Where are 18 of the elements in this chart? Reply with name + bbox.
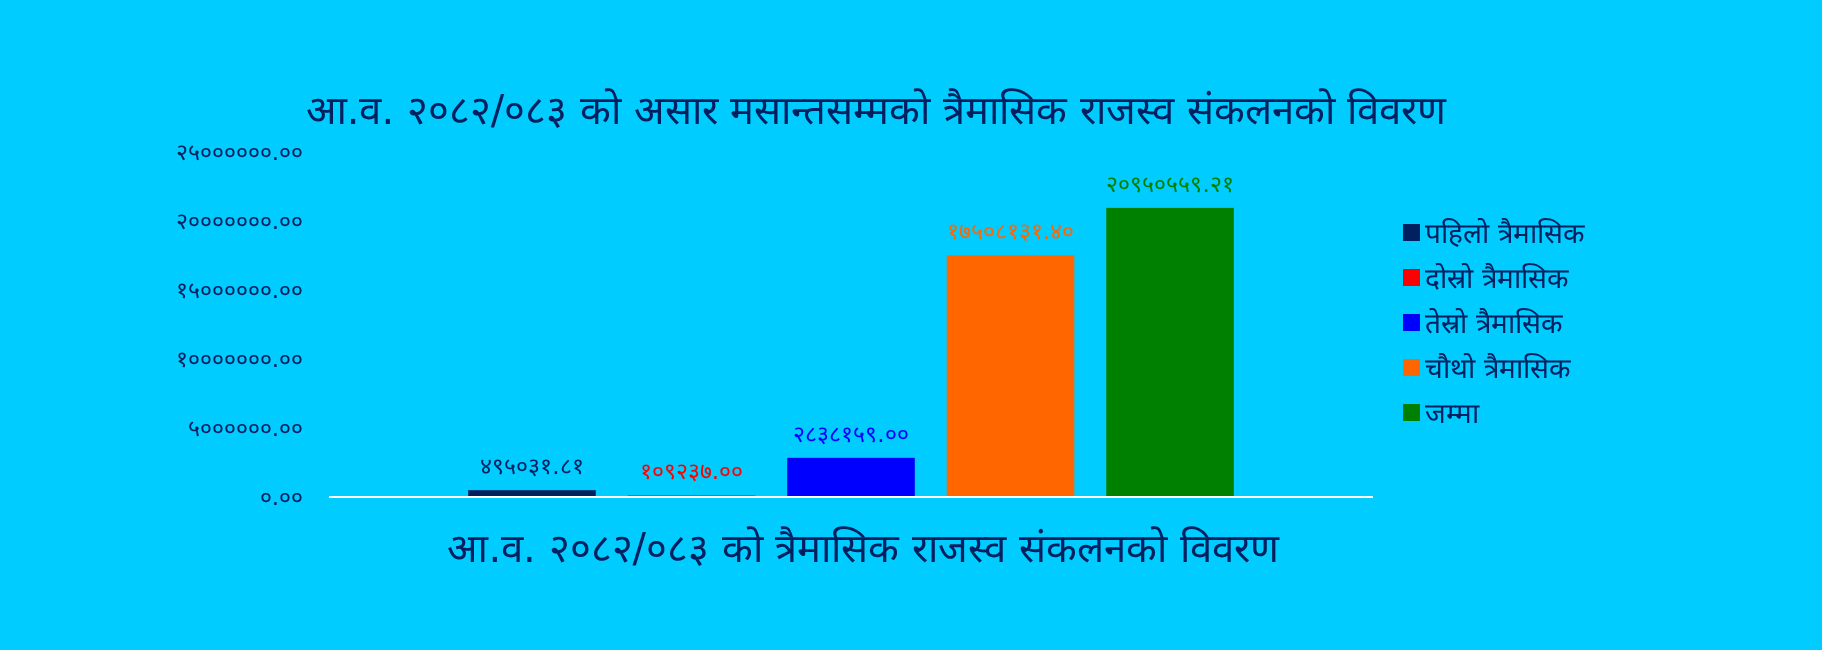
legend-label: जम्मा [1425,396,1480,430]
data-label: ४९५०३१.८१ [480,453,584,480]
y-tick-label: ५००००००.०० [187,415,303,441]
y-tick-label: १५००००००.०० [175,277,303,303]
legend-label: दोस्रो त्रैमासिक [1425,261,1569,295]
legend-label: पहिलो त्रैमासिक [1425,216,1585,250]
data-label: २०९५०५५९.२१ [1106,170,1234,197]
y-tick-label: ०.०० [259,484,303,510]
title: आ.व. २०८२/०८३ को असार मसान्तसम्मको त्रैमासिक राजस्व संकलनको विवरण [305,87,1447,133]
y-tick-label: २०००००००.०० [175,208,303,234]
data-label: २८३८१५९.०० [793,420,909,447]
legend-label: तेस्रो त्रैमासिक [1425,306,1563,340]
xlabel: आ.व. २०८२/०८३ को त्रैमासिक राजस्व संकलनको विवरण [447,525,1279,571]
data-label: १७५०८१३१.४० [946,218,1075,245]
data-label: १०९२३७.०० [639,458,744,485]
y-tick-label: १०००००००.०० [175,346,303,372]
legend-label: चौथो त्रैमासिक [1425,351,1571,385]
y-tick-label: २५००००००.०० [175,139,303,165]
